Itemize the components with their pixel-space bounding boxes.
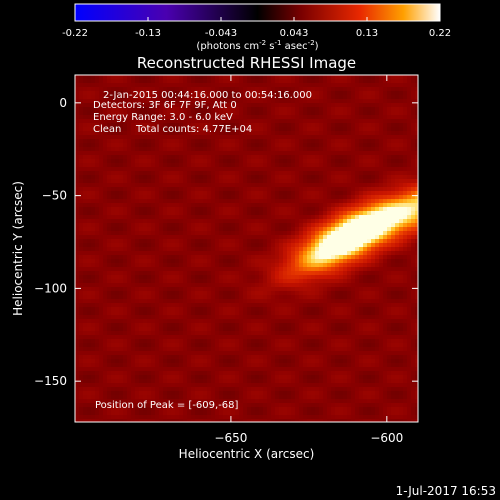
x-axis-label: Heliocentric X (arcsec)	[179, 447, 315, 461]
chart-title: Reconstructed RHESSI Image	[137, 54, 356, 72]
y-tick-label: −50	[42, 189, 67, 203]
colorbar-tick-label: 0.22	[429, 28, 451, 39]
total-counts-annotation: Total counts: 4.77E+04	[135, 124, 252, 135]
x-tick-label: −600	[370, 431, 403, 445]
colorbar-ticks: -0.22 -0.13 -0.043 0.043 0.13 0.22	[62, 17, 451, 39]
energy-range-annotation: Energy Range: 3.0 - 6.0 keV	[93, 112, 233, 123]
colorbar-tick-label: -0.043	[205, 28, 237, 39]
colorbar	[74, 3, 441, 22]
colorbar-tick-label: 0.043	[280, 28, 309, 39]
colorbar-tick-label: -0.13	[135, 28, 161, 39]
detectors-annotation: Detectors: 3F 6F 7F 9F, Att 0	[93, 100, 237, 111]
y-axis-label: Heliocentric Y (arcsec)	[11, 181, 25, 316]
heatmap-image	[75, 75, 418, 422]
colorbar-tick-label: -0.22	[62, 28, 88, 39]
x-tick-label: −650	[214, 431, 247, 445]
time-range-annotation: 2-Jan-2015 00:44:16.000 to 00:54:16.000	[103, 90, 312, 101]
axis-ticks: −650−600−5500−50−100−150	[34, 75, 418, 445]
y-tick-label: 0	[59, 96, 67, 110]
colorbar-unit-label: (photons cm-2 s-1 asec-2)	[196, 39, 318, 52]
plot-frame	[74, 74, 419, 423]
peak-position-annotation: Position of Peak = [-609,-68]	[95, 400, 239, 411]
method-annotation: Clean	[93, 124, 121, 135]
footer-date: 1-Jul-2017 16:53	[396, 484, 496, 498]
y-tick-label: −150	[34, 374, 67, 388]
y-tick-label: −100	[34, 281, 67, 295]
colorbar-tick-label: 0.13	[356, 28, 378, 39]
